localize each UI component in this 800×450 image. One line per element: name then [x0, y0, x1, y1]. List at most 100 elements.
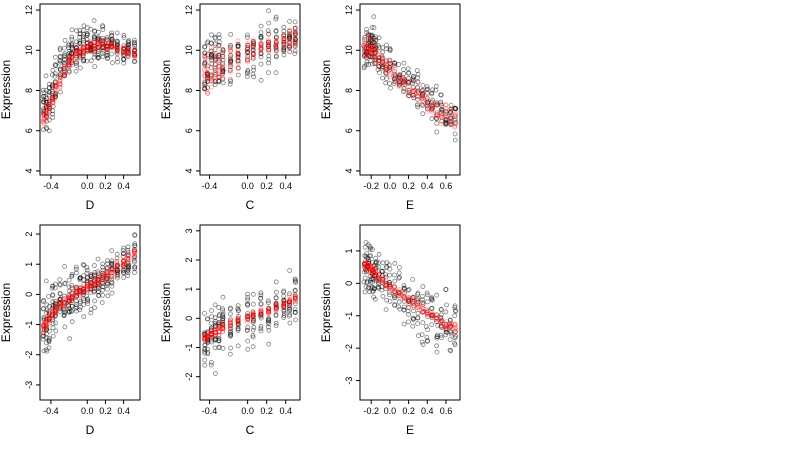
observed-point: [292, 51, 298, 56]
fitted-point: [365, 265, 371, 271]
fitted-point: [410, 89, 416, 94]
fitted-point: [92, 286, 97, 291]
observed-point: [372, 47, 378, 53]
fitted-point: [424, 309, 430, 315]
observed-point: [415, 104, 421, 110]
fitted-point: [371, 264, 377, 270]
observed-point: [434, 292, 440, 298]
observed-point: [62, 73, 67, 79]
fitted-point: [109, 274, 115, 280]
fitted-point: [212, 70, 218, 76]
fitted-point: [281, 33, 287, 39]
observed-point: [69, 60, 75, 66]
fitted-point: [95, 41, 101, 47]
fitted-point: [121, 45, 126, 51]
fitted-point: [368, 264, 373, 270]
fitted-point: [91, 44, 97, 49]
fitted-point: [402, 288, 407, 294]
observed-point: [121, 46, 126, 52]
fitted-point: [125, 255, 131, 261]
fitted-point: [205, 333, 211, 339]
observed-point: [281, 36, 287, 42]
observed-point: [380, 45, 385, 50]
fitted-point: [406, 301, 412, 307]
fitted-point: [114, 259, 120, 264]
observed-point: [387, 58, 393, 64]
fitted-point: [62, 71, 67, 77]
fitted-point: [100, 39, 106, 45]
fitted-point: [216, 65, 222, 71]
x-tick-label: 0.2: [99, 181, 112, 191]
observed-point: [438, 335, 444, 341]
observed-point: [212, 315, 218, 321]
fitted-point: [420, 305, 426, 311]
fitted-point: [383, 282, 389, 288]
observed-point: [57, 58, 63, 64]
observed-point: [208, 362, 214, 368]
observed-point: [281, 313, 287, 319]
fitted-point: [420, 94, 426, 99]
y-tick-label: -1: [344, 312, 354, 320]
observed-point: [266, 53, 272, 59]
observed-point: [250, 47, 256, 53]
fitted-point: [380, 64, 386, 70]
x-tick-label: 0.4: [117, 406, 130, 416]
fitted-point: [114, 46, 120, 52]
observed-point: [373, 38, 378, 43]
fitted-point: [52, 91, 58, 97]
fitted-point: [452, 125, 458, 130]
fitted-point: [216, 324, 222, 330]
fitted-point: [219, 321, 225, 326]
fitted-point: [95, 275, 101, 281]
observed-point: [220, 306, 225, 312]
observed-point: [81, 289, 86, 295]
observed-point: [396, 270, 402, 276]
observed-point: [216, 305, 222, 310]
fitted-point: [244, 47, 250, 52]
observed-point: [46, 294, 51, 299]
fitted-point: [245, 50, 250, 56]
fitted-point: [70, 293, 75, 299]
fitted-point: [292, 30, 298, 36]
fitted-point: [420, 92, 426, 98]
fitted-point: [126, 260, 132, 265]
fitted-point: [216, 323, 222, 329]
fitted-point: [258, 306, 264, 312]
fitted-point: [41, 119, 47, 124]
fitted-point: [429, 103, 435, 108]
observed-point: [439, 118, 445, 124]
fitted-point: [273, 38, 279, 44]
fitted-point: [77, 289, 83, 295]
observed-point: [424, 84, 430, 89]
observed-point: [397, 72, 403, 78]
observed-point: [62, 38, 68, 43]
observed-point: [109, 290, 115, 296]
observed-point: [95, 47, 101, 53]
fitted-point: [251, 316, 257, 322]
fitted-point: [208, 45, 214, 51]
fitted-point: [220, 322, 226, 328]
observed-point: [100, 267, 106, 273]
observed-point: [100, 270, 105, 276]
y-tick-label: 10: [24, 45, 34, 55]
fitted-point: [104, 268, 110, 274]
observed-point: [88, 272, 94, 277]
observed-point: [46, 128, 52, 134]
fitted-point: [66, 61, 72, 67]
fitted-point: [81, 47, 86, 52]
plot-frame: [39, 224, 141, 401]
observed-point: [100, 279, 105, 285]
fitted-point: [379, 58, 385, 64]
fitted-point: [383, 282, 389, 288]
observed-point: [245, 325, 251, 330]
observed-point: [121, 263, 127, 269]
observed-point: [220, 47, 226, 53]
observed-point: [266, 70, 271, 75]
x-tick-label: 0.4: [421, 406, 434, 416]
fitted-point: [405, 79, 411, 85]
fitted-point: [424, 109, 430, 114]
observed-point: [287, 320, 293, 326]
observed-point: [202, 44, 207, 50]
observed-point: [406, 319, 411, 325]
observed-point: [227, 311, 233, 317]
